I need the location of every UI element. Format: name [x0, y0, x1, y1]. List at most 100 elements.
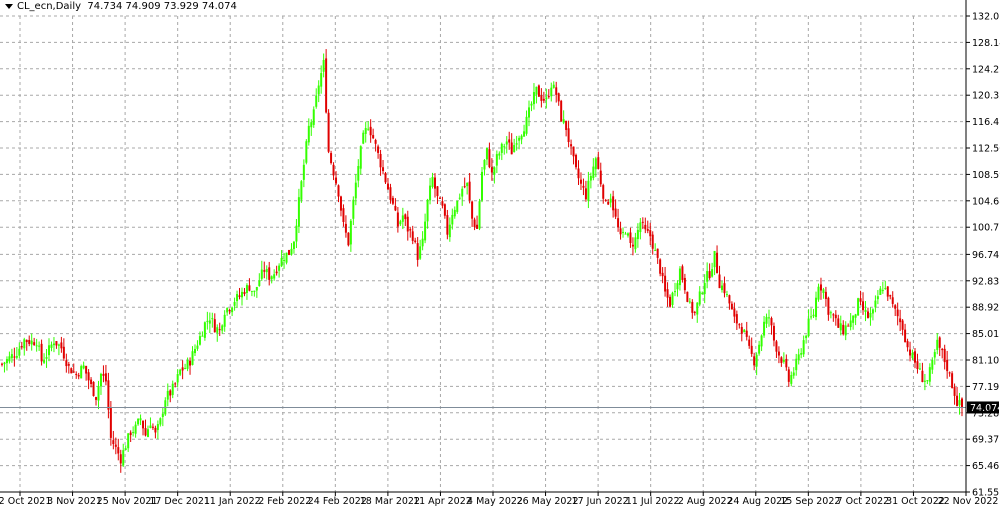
candle-bear [248, 285, 251, 291]
candle-bear [572, 146, 575, 157]
candle-bull [763, 321, 766, 336]
candle-bear [414, 240, 417, 242]
candle-bull [122, 450, 125, 466]
candle-bull [817, 286, 820, 300]
candle-bull [401, 215, 404, 222]
chart-grid [0, 15, 967, 493]
candle-bear [837, 318, 840, 328]
candle-bear [904, 329, 907, 343]
candle-bear [411, 231, 414, 241]
candle-bear [886, 286, 889, 297]
candle-bull [513, 145, 516, 152]
candle-bull [161, 413, 164, 417]
y-tick-label: 77.195 [972, 382, 1000, 393]
candle-bull [258, 280, 261, 286]
candle-bull [520, 135, 523, 140]
candle-bear [1, 363, 3, 365]
candle-bear [169, 390, 172, 396]
candle-bull [758, 344, 761, 354]
candle-bull [250, 290, 253, 292]
candle-bull [523, 131, 526, 137]
x-tick-label: 18 Mar 2022 [360, 496, 420, 507]
candle-bull [911, 352, 914, 359]
candle-bull [532, 92, 535, 105]
candle-bull [936, 339, 939, 350]
candle-bull [639, 222, 642, 233]
candle-bear [85, 365, 88, 374]
candle-bear [951, 373, 954, 388]
candle-bear [416, 243, 419, 260]
candle-bear [33, 342, 36, 346]
candle-bull [453, 209, 456, 217]
x-tick-label: 3 Nov 2021 [47, 496, 102, 507]
y-tick-label: 65.465 [972, 461, 1000, 472]
candle-bear [404, 214, 407, 220]
candle-bull [530, 103, 533, 106]
candle-bear [92, 381, 95, 396]
candle-bear [40, 343, 43, 362]
candle-bull [8, 356, 11, 362]
candle-bull [43, 360, 46, 363]
candle-bear [560, 100, 563, 122]
candle-bear [728, 295, 731, 304]
dropdown-triangle-icon[interactable] [5, 3, 13, 9]
candle-bull [236, 294, 239, 302]
candle-bear [238, 295, 241, 297]
candle-bull [186, 359, 189, 369]
candle-bull [493, 167, 496, 175]
candle-bear [508, 139, 511, 143]
candle-bear [332, 164, 335, 176]
candle-bear [953, 387, 956, 396]
candle-bear [540, 95, 543, 101]
candle-bear [607, 201, 610, 205]
candle-bull [792, 372, 795, 376]
candle-bear [394, 205, 397, 211]
candle-bear [847, 325, 850, 327]
candle-bull [698, 291, 701, 305]
candle-bull [300, 181, 303, 200]
candle-bear [612, 196, 615, 211]
candle-bull [636, 229, 639, 240]
candle-bull [810, 316, 813, 318]
candle-bear [718, 274, 721, 289]
candle-bear [436, 186, 439, 197]
x-tick-label: 11 Apr 2022 [413, 496, 472, 507]
candle-bull [505, 141, 508, 145]
candle-bull [221, 325, 224, 331]
candle-bear [664, 275, 667, 292]
price-axis: 132.050 128.140 124.230 120.320 116.410 112.5… [965, 0, 1000, 499]
candle-bull [270, 276, 273, 280]
candle-bear [651, 234, 654, 249]
candle-bull [725, 294, 728, 296]
candle-bull [233, 301, 236, 306]
candle-bear [438, 197, 441, 199]
candle-bear [13, 356, 16, 358]
candle-bull [419, 246, 422, 259]
candle-bull [795, 358, 798, 371]
candle-bear [389, 187, 392, 200]
candle-bear [659, 259, 662, 274]
candle-bear [599, 170, 602, 185]
candle-bull [671, 292, 674, 305]
candle-bear [28, 339, 31, 344]
candle-bear [577, 168, 580, 179]
candle-bull [191, 351, 194, 365]
candle-bear [471, 201, 474, 219]
candle-bear [342, 208, 345, 222]
candle-bear [243, 291, 246, 295]
y-tick-label: 92.835 [972, 276, 1000, 287]
candle-bull [132, 432, 135, 434]
candle-bear [446, 215, 449, 235]
candle-bear [740, 326, 743, 334]
candle-bear [745, 330, 748, 337]
candle-bull [918, 368, 921, 370]
candle-bear [20, 346, 23, 348]
candle-bull [503, 146, 506, 148]
candle-bull [587, 180, 590, 201]
candle-bull [80, 366, 83, 379]
x-tick-label: 7 Oct 2022 [837, 496, 890, 507]
candle-bull [245, 285, 248, 294]
x-tick-label: 24 Feb 2022 [308, 496, 367, 507]
candle-bear [631, 244, 634, 247]
